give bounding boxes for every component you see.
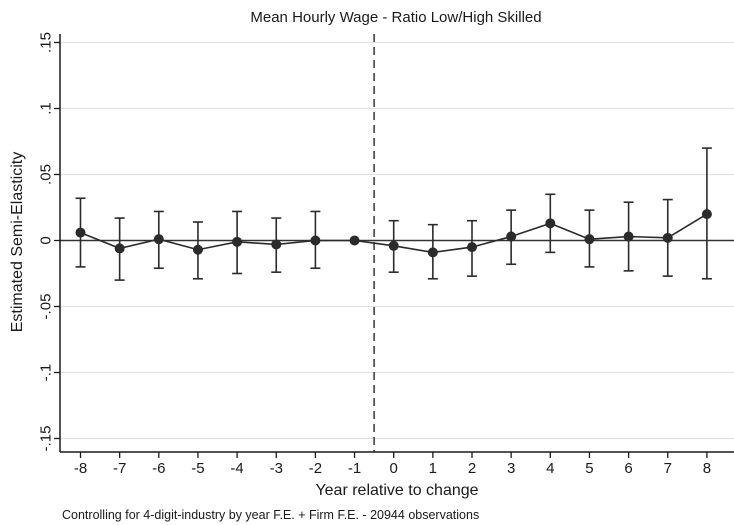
estimate-point <box>427 247 438 258</box>
estimate-point <box>75 227 86 238</box>
x-tick-label: 2 <box>468 460 476 477</box>
x-tick-label: 3 <box>507 460 515 477</box>
x-axis-label: Year relative to change <box>315 482 478 499</box>
estimate-point <box>114 243 125 254</box>
x-tick-label: -3 <box>270 460 283 477</box>
x-tick-label: 5 <box>585 460 593 477</box>
x-tick-label: -8 <box>74 460 87 477</box>
estimate-point <box>662 232 673 243</box>
estimate-point <box>701 209 712 220</box>
y-tick-label: -.15 <box>38 426 55 452</box>
series-estimates <box>75 147 712 281</box>
x-tick-label: 6 <box>624 460 632 477</box>
tick-labels: .15 .1 .05 0 -.05 -.1 -.15 -8 -7 -6 -5 -4 -3 -2 -1 0 1 2 3… <box>38 32 712 477</box>
estimate-point <box>467 242 477 253</box>
estimate-point <box>584 234 595 245</box>
axes <box>59 34 734 453</box>
x-tick-label: -1 <box>348 460 361 477</box>
estimate-point <box>506 231 517 242</box>
estimate-point <box>623 231 634 242</box>
y-axis-label: Estimated Semi-Elasticity <box>9 152 26 333</box>
estimate-point <box>310 235 321 246</box>
estimate-point <box>232 236 243 247</box>
y-tick-label: -.1 <box>38 364 55 382</box>
grid-lines <box>60 41 734 440</box>
x-tick-label: -4 <box>230 460 243 477</box>
chart-note: Controlling for 4-digit-industry by year… <box>62 508 479 522</box>
y-tick-label: 0 <box>38 236 55 244</box>
x-tick-label: 7 <box>664 460 672 477</box>
y-tick-label: -.05 <box>38 294 55 320</box>
x-tick-label: -6 <box>152 460 165 477</box>
y-tick-label: .15 <box>38 32 55 53</box>
x-tick-label: 1 <box>429 460 437 477</box>
y-tick-label: .1 <box>38 102 55 115</box>
estimate-point <box>545 218 556 229</box>
x-tick-label: -5 <box>191 460 204 477</box>
chart-title: Mean Hourly Wage - Ratio Low/High Skille… <box>250 9 541 26</box>
estimate-point <box>153 234 164 245</box>
x-tick-label: -2 <box>309 460 322 477</box>
estimate-point <box>192 244 203 255</box>
x-tick-label: 0 <box>390 460 398 477</box>
estimate-point <box>388 240 399 251</box>
x-tick-label: -7 <box>113 460 126 477</box>
estimate-point <box>271 239 282 250</box>
x-tick-label: 4 <box>546 460 554 477</box>
x-tick-label: 8 <box>703 460 711 477</box>
estimate-point <box>349 235 360 246</box>
y-tick-label: .05 <box>38 164 55 185</box>
